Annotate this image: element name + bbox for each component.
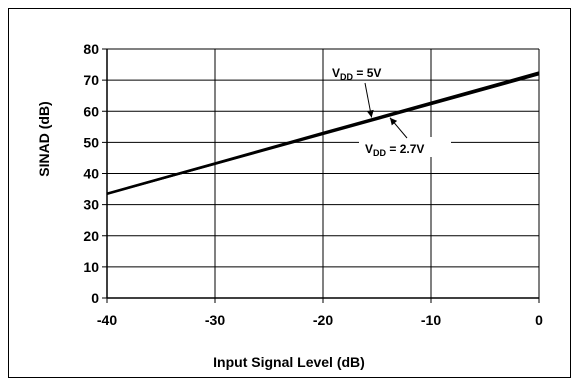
annotation-vdd-5v: VDD = 5V [332, 66, 381, 118]
axes [102, 48, 540, 303]
y-tick-label: 0 [91, 290, 99, 306]
x-tick-label: -20 [313, 312, 333, 328]
x-tick-label: -10 [421, 312, 441, 328]
annotation-vdd-2-7v: VDD = 2.7V [359, 117, 451, 158]
y-tick-label: 40 [83, 166, 99, 182]
y-tick-label: 20 [83, 228, 99, 244]
series-line-vdd-2-7v [106, 73, 540, 195]
x-tick-label: -30 [205, 312, 225, 328]
annotation-vdd-5v-label: VDD = 5V [332, 66, 381, 82]
y-tick-label: 30 [83, 197, 99, 213]
annotation-vdd-2-7v-arrowhead [389, 117, 398, 126]
y-tick-label: 80 [83, 41, 99, 57]
sinad-chart: 0 10 20 30 40 50 60 70 80 -40 -30 -20 -10 0 Input Sig… [36, 41, 543, 370]
grid [107, 48, 540, 298]
y-tick-label: 50 [83, 134, 99, 150]
x-tick-label: -40 [97, 312, 117, 328]
y-axis-title: SINAD (dB) [36, 101, 52, 176]
y-tick-label: 10 [83, 259, 99, 275]
x-tick-label: 0 [535, 312, 543, 328]
annotation-vdd-5v-arrowhead [366, 109, 374, 118]
y-tick-label: 70 [83, 72, 99, 88]
chart-frame: 0 10 20 30 40 50 60 70 80 -40 -30 -20 -10 0 Input Sig… [8, 8, 571, 378]
annotation-vdd-2-7v-bg [359, 137, 451, 157]
x-axis-title: Input Signal Level (dB) [213, 354, 365, 370]
series-lines [106, 71, 540, 195]
tick-labels: 0 10 20 30 40 50 60 70 80 -40 -30 -20 -10 0 [83, 41, 543, 328]
y-tick-label: 60 [83, 103, 99, 119]
annotation-vdd-2-7v-label: VDD = 2.7V [365, 142, 424, 158]
